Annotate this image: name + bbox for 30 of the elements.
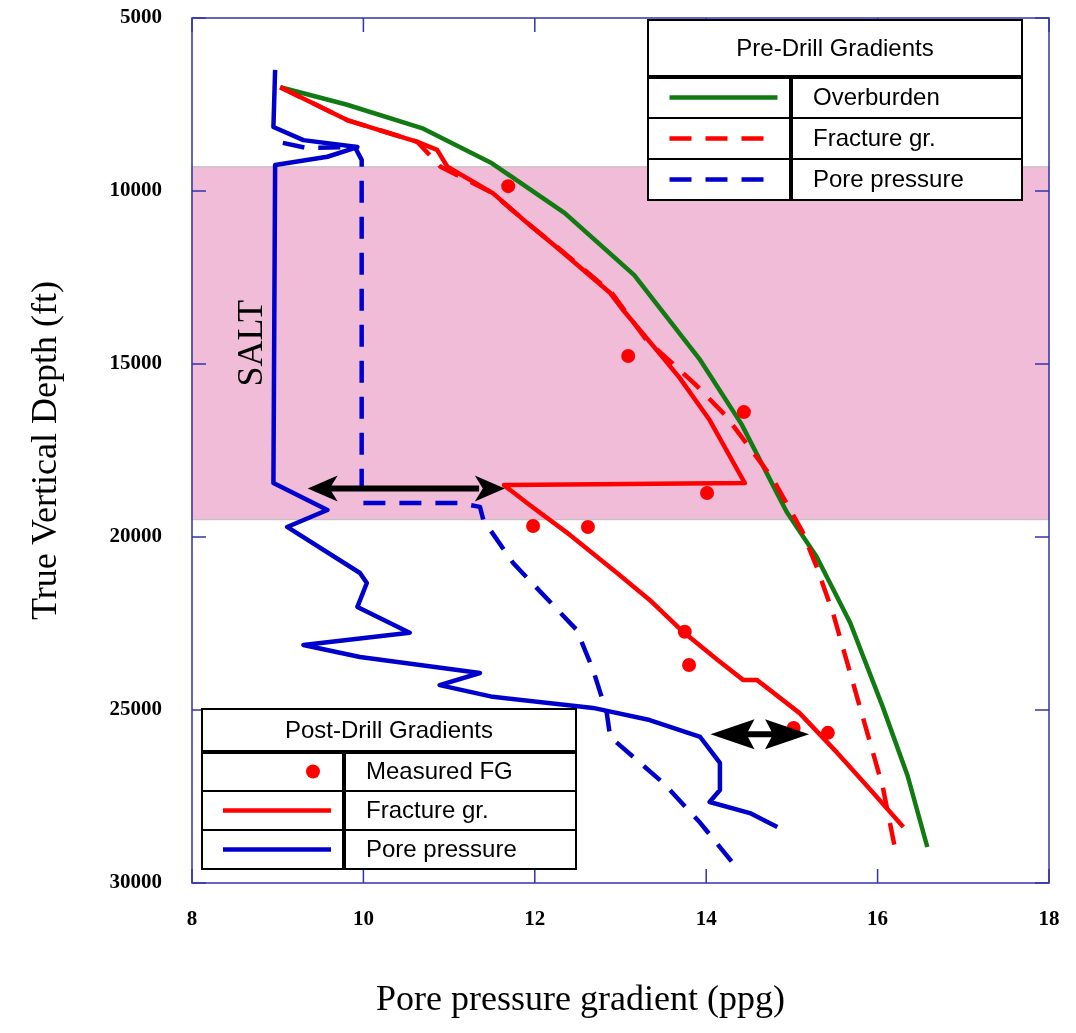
x-tick-label: 12 bbox=[524, 906, 546, 930]
y-tick-label: 20000 bbox=[109, 522, 162, 547]
y-tick-label: 30000 bbox=[109, 868, 162, 893]
point bbox=[501, 179, 516, 194]
point bbox=[682, 658, 697, 673]
text: Pre-Drill Gradients bbox=[736, 33, 934, 61]
x-tick-label: 8 bbox=[186, 906, 198, 930]
legend-label: Measured FG bbox=[366, 756, 513, 784]
band-label: SALT bbox=[230, 299, 271, 387]
legend-label: Pore pressure bbox=[366, 834, 517, 862]
x-tick-label: 16 bbox=[867, 906, 889, 930]
x-tick-label: 18 bbox=[1038, 906, 1060, 930]
x-tick-label: 10 bbox=[352, 906, 374, 930]
legend-label: Fracture gr. bbox=[813, 123, 936, 151]
legend-label: Overburden bbox=[813, 82, 940, 110]
y-tick-label: 15000 bbox=[109, 349, 162, 374]
point bbox=[736, 405, 751, 420]
legend-label: Pore pressure bbox=[813, 164, 964, 192]
point bbox=[526, 518, 541, 533]
x-axis-title: Pore pressure gradient (ppg) bbox=[376, 978, 785, 1018]
point bbox=[580, 519, 595, 534]
point bbox=[700, 486, 715, 501]
text: Post-Drill Gradients bbox=[284, 715, 494, 743]
y-tick-label: 10000 bbox=[109, 176, 162, 201]
legend-label: Fracture gr. bbox=[366, 795, 489, 823]
point bbox=[621, 349, 636, 364]
y-tick-label: 5000 bbox=[120, 3, 162, 28]
y-tick-label: 25000 bbox=[109, 695, 162, 720]
x-tick-label: 14 bbox=[695, 906, 718, 930]
y-axis-title: True Vertical Depth (ft) bbox=[24, 281, 65, 620]
